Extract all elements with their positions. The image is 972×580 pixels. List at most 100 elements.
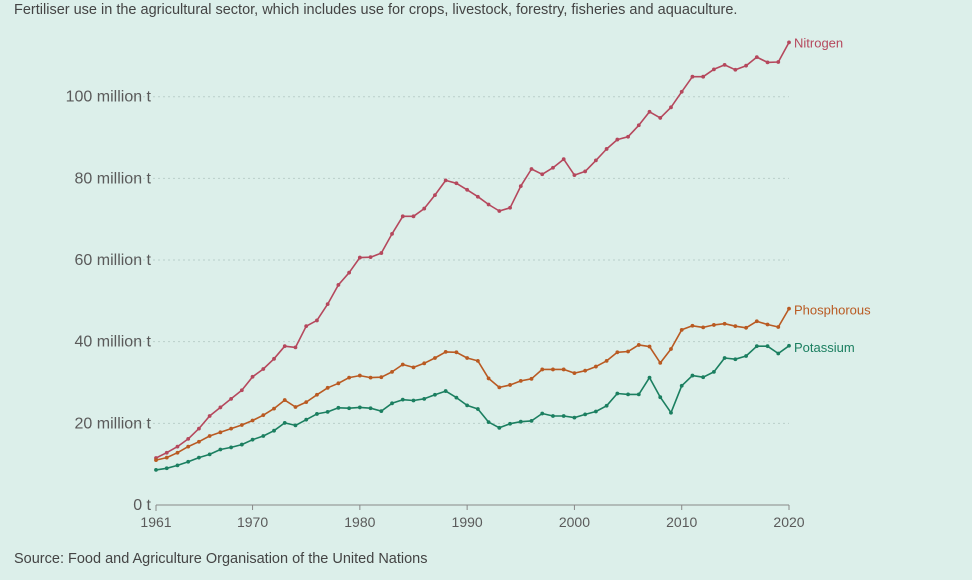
data-point-potassium	[722, 356, 727, 360]
data-point-potassium	[754, 344, 759, 349]
data-point-potassium	[207, 452, 212, 457]
data-point-potassium	[508, 421, 512, 426]
data-point-potassium	[701, 375, 706, 380]
data-point-potassium	[669, 410, 673, 415]
data-point-potassium	[744, 354, 748, 358]
data-point-nitrogen	[433, 193, 437, 198]
data-point-nitrogen	[261, 367, 266, 371]
data-point-phosphorous	[765, 322, 770, 327]
data-point-nitrogen	[411, 214, 416, 219]
y-tick-label: 0 t	[133, 497, 151, 514]
data-point-nitrogen	[379, 251, 384, 255]
data-point-nitrogen	[518, 184, 523, 189]
data-point-nitrogen	[229, 396, 234, 401]
data-point-nitrogen	[583, 169, 588, 174]
data-point-phosphorous	[239, 423, 244, 427]
data-point-potassium	[347, 406, 352, 411]
data-point-nitrogen	[357, 255, 362, 260]
data-point-phosphorous	[615, 350, 620, 355]
y-tick-label: 20 million t	[75, 415, 152, 432]
data-point-phosphorous	[658, 361, 663, 365]
data-point-nitrogen	[658, 116, 663, 120]
data-point-potassium	[454, 395, 459, 400]
data-point-potassium	[390, 401, 394, 406]
data-point-phosphorous	[776, 325, 781, 329]
data-point-phosphorous	[551, 367, 555, 372]
data-point-phosphorous	[722, 321, 727, 326]
data-point-phosphorous	[508, 383, 512, 387]
data-point-phosphorous	[336, 381, 341, 386]
data-point-potassium	[540, 411, 545, 416]
data-point-phosphorous	[411, 365, 416, 370]
chart-subtitle: Fertiliser use in the agricultural secto…	[14, 2, 738, 18]
data-point-potassium	[776, 351, 781, 356]
axes: 0 t 20 million t 40 million t 60 million t 8…	[66, 89, 805, 530]
chart-source: Source: Food and Agriculture Organisatio…	[14, 551, 428, 567]
data-point-potassium	[583, 412, 588, 417]
data-point-nitrogen	[551, 165, 555, 170]
data-point-nitrogen	[711, 67, 716, 72]
data-point-potassium	[336, 405, 341, 410]
data-point-nitrogen	[454, 181, 459, 186]
data-point-phosphorous	[754, 319, 759, 324]
data-point-potassium	[647, 375, 652, 380]
data-point-potassium	[658, 395, 663, 400]
data-point-nitrogen	[239, 388, 244, 393]
data-point-potassium	[411, 398, 416, 403]
data-point-potassium	[518, 419, 523, 424]
data-point-phosphorous	[433, 356, 437, 360]
series-group	[154, 40, 791, 472]
data-point-phosphorous	[701, 325, 706, 330]
data-point-nitrogen	[754, 55, 759, 59]
data-point-nitrogen	[679, 89, 684, 94]
data-point-phosphorous	[486, 376, 491, 381]
data-point-phosphorous	[626, 349, 630, 354]
series-label-potassium: Potassium	[794, 340, 855, 355]
data-point-nitrogen	[465, 187, 470, 192]
series-line-nitrogen	[155, 41, 790, 459]
data-point-potassium	[551, 414, 555, 418]
data-point-potassium	[229, 445, 234, 450]
data-point-potassium	[711, 369, 716, 374]
data-point-potassium	[282, 421, 287, 425]
data-point-phosphorous	[368, 375, 373, 380]
data-point-potassium	[572, 415, 577, 420]
data-point-nitrogen	[315, 318, 319, 323]
data-point-potassium	[422, 396, 427, 401]
data-point-potassium	[239, 442, 244, 447]
data-point-nitrogen	[293, 345, 298, 350]
data-point-phosphorous	[325, 385, 330, 390]
data-point-potassium	[261, 434, 266, 438]
data-point-phosphorous	[250, 418, 255, 423]
data-point-phosphorous	[154, 458, 158, 462]
data-point-potassium	[690, 373, 695, 378]
data-point-potassium	[186, 459, 191, 464]
data-point-nitrogen	[733, 67, 738, 72]
data-point-nitrogen	[497, 209, 502, 213]
data-point-nitrogen	[744, 63, 748, 68]
data-point-phosphorous	[422, 361, 427, 366]
data-point-potassium	[315, 412, 319, 416]
data-point-phosphorous	[540, 367, 545, 372]
data-point-nitrogen	[540, 172, 545, 177]
data-point-potassium	[164, 466, 169, 471]
data-point-nitrogen	[626, 134, 630, 139]
data-point-nitrogen	[765, 60, 770, 65]
data-point-nitrogen	[647, 109, 652, 114]
data-point-nitrogen	[443, 178, 448, 183]
data-point-phosphorous	[400, 362, 405, 367]
data-point-nitrogen	[486, 202, 491, 207]
data-point-potassium	[475, 407, 480, 411]
gridlines	[133, 96, 789, 424]
data-point-phosphorous	[593, 364, 598, 369]
data-point-nitrogen	[207, 414, 212, 418]
data-point-nitrogen	[701, 74, 706, 79]
data-point-nitrogen	[669, 105, 673, 110]
data-point-phosphorous	[186, 444, 191, 449]
x-tick-label: 2020	[773, 514, 804, 530]
data-point-phosphorous	[561, 367, 566, 372]
data-point-potassium	[357, 405, 362, 410]
data-point-nitrogen	[368, 255, 373, 260]
data-point-nitrogen	[347, 270, 352, 275]
data-point-potassium	[154, 467, 158, 472]
